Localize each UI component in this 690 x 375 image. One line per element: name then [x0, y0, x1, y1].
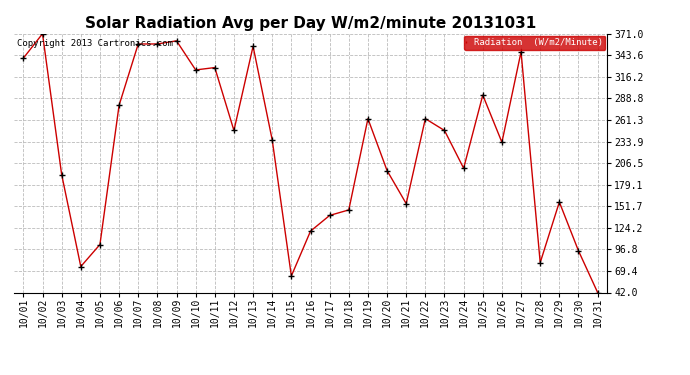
- Text: Copyright 2013 Cartronics.com: Copyright 2013 Cartronics.com: [17, 39, 172, 48]
- Legend: Radiation  (W/m2/Minute): Radiation (W/m2/Minute): [464, 36, 605, 50]
- Title: Solar Radiation Avg per Day W/m2/minute 20131031: Solar Radiation Avg per Day W/m2/minute …: [85, 16, 536, 31]
